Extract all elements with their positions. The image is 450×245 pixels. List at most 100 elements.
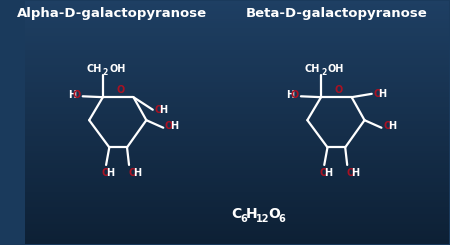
Text: H: H bbox=[378, 89, 387, 99]
Bar bbox=[25, 102, 449, 104]
Bar bbox=[25, 209, 449, 212]
Bar bbox=[25, 4, 449, 6]
Text: H: H bbox=[324, 168, 333, 178]
Bar bbox=[25, 55, 449, 58]
Bar bbox=[25, 185, 449, 187]
Bar bbox=[25, 97, 449, 99]
Bar bbox=[25, 65, 449, 67]
Bar bbox=[25, 31, 449, 33]
Bar bbox=[25, 36, 449, 38]
Bar bbox=[25, 82, 449, 85]
Bar bbox=[25, 126, 449, 129]
Bar bbox=[25, 178, 449, 180]
Bar bbox=[25, 224, 449, 226]
Text: 6: 6 bbox=[240, 214, 247, 224]
Bar bbox=[25, 45, 449, 48]
Bar bbox=[25, 0, 449, 1]
Text: H: H bbox=[351, 168, 360, 178]
Bar bbox=[25, 226, 449, 229]
Bar bbox=[25, 163, 449, 165]
Text: H: H bbox=[170, 121, 178, 131]
Bar bbox=[25, 143, 449, 146]
Text: H: H bbox=[106, 168, 114, 178]
Text: O: O bbox=[128, 168, 136, 178]
Bar bbox=[25, 131, 449, 134]
Bar bbox=[25, 141, 449, 143]
Bar bbox=[25, 153, 449, 156]
Bar bbox=[25, 197, 449, 200]
Bar bbox=[25, 180, 449, 183]
Bar bbox=[25, 187, 449, 190]
Bar bbox=[25, 14, 449, 16]
Bar bbox=[25, 94, 449, 97]
Bar bbox=[25, 170, 449, 173]
Bar bbox=[25, 9, 449, 11]
Bar bbox=[25, 134, 449, 136]
Text: O: O bbox=[165, 121, 173, 131]
Bar bbox=[25, 200, 449, 202]
Bar bbox=[25, 160, 449, 163]
Bar bbox=[25, 183, 449, 185]
Bar bbox=[25, 221, 449, 224]
Text: O: O bbox=[383, 121, 392, 131]
Text: H: H bbox=[246, 207, 258, 221]
Bar bbox=[25, 202, 449, 205]
Bar bbox=[25, 124, 449, 126]
Bar bbox=[25, 11, 449, 14]
Bar bbox=[25, 121, 449, 124]
Text: CH: CH bbox=[87, 64, 102, 74]
Bar bbox=[25, 241, 449, 244]
Bar bbox=[25, 16, 449, 19]
Text: 12: 12 bbox=[256, 214, 269, 224]
Bar bbox=[25, 109, 449, 111]
Bar bbox=[25, 58, 449, 60]
Bar bbox=[25, 239, 449, 241]
Bar bbox=[25, 40, 449, 43]
Text: O: O bbox=[154, 105, 163, 115]
Bar bbox=[25, 75, 449, 77]
Bar bbox=[25, 129, 449, 131]
Bar bbox=[25, 217, 449, 219]
Bar bbox=[25, 87, 449, 89]
Bar bbox=[25, 89, 449, 92]
Bar bbox=[25, 80, 449, 82]
Bar bbox=[25, 219, 449, 221]
Text: C: C bbox=[232, 207, 242, 221]
Text: O: O bbox=[268, 207, 280, 221]
Text: H: H bbox=[68, 90, 76, 100]
Bar bbox=[25, 146, 449, 148]
Bar bbox=[25, 231, 449, 234]
Text: O: O bbox=[101, 168, 109, 178]
Bar bbox=[25, 72, 449, 75]
Bar bbox=[25, 26, 449, 28]
Bar bbox=[25, 60, 449, 62]
Bar bbox=[25, 158, 449, 160]
Bar bbox=[25, 119, 449, 121]
Bar bbox=[25, 38, 449, 40]
Text: O: O bbox=[116, 85, 124, 95]
Bar bbox=[25, 212, 449, 214]
Text: O: O bbox=[73, 90, 81, 100]
Text: O: O bbox=[346, 168, 355, 178]
Bar bbox=[25, 104, 449, 107]
Bar bbox=[25, 151, 449, 153]
Text: O: O bbox=[291, 90, 299, 100]
Bar bbox=[25, 24, 449, 26]
Bar bbox=[25, 190, 449, 192]
Bar bbox=[25, 234, 449, 236]
Text: OH: OH bbox=[328, 64, 344, 74]
Bar bbox=[25, 70, 449, 72]
Bar bbox=[25, 136, 449, 138]
Text: CH: CH bbox=[305, 64, 320, 74]
Text: H: H bbox=[388, 121, 396, 131]
Bar bbox=[25, 62, 449, 65]
Bar bbox=[25, 205, 449, 207]
Bar bbox=[25, 92, 449, 94]
Text: OH: OH bbox=[110, 64, 126, 74]
Bar bbox=[25, 33, 449, 36]
Text: Alpha-D-galactopyranose: Alpha-D-galactopyranose bbox=[17, 7, 207, 20]
Text: 6: 6 bbox=[278, 214, 285, 224]
Bar bbox=[25, 53, 449, 55]
Bar bbox=[25, 28, 449, 31]
Bar bbox=[25, 175, 449, 178]
